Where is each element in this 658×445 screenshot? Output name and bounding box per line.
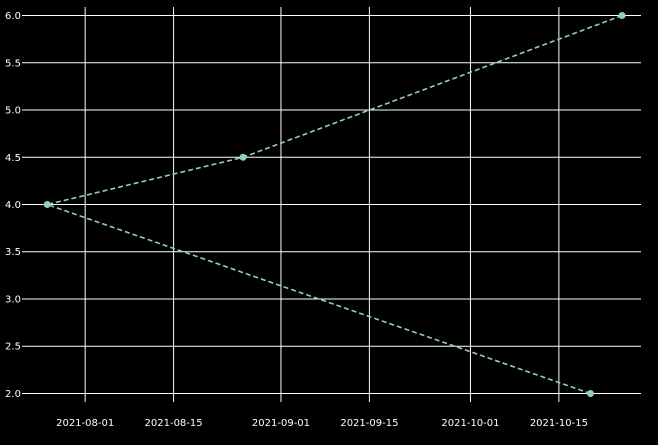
y-tick-label: 5.5 (5, 58, 21, 69)
x-tick-label: 2021-08-15 (145, 418, 203, 429)
x-axis-ticks: 2021-08-01 2021-08-15 2021-09-01 2021-09-15… (56, 418, 588, 429)
x-tick-label: 2021-09-01 (252, 418, 310, 429)
y-tick-label: 2.0 (5, 389, 21, 400)
y-tick-label: 6.0 (5, 11, 21, 22)
x-tick-label: 2021-09-15 (340, 418, 398, 429)
x-tick-label: 2021-10-15 (530, 418, 588, 429)
y-tick-label: 4.5 (5, 153, 21, 164)
grid (22, 7, 641, 402)
y-tick-label: 2.5 (5, 342, 21, 353)
series-line (44, 14, 623, 395)
x-tick-label: 2021-10-01 (441, 418, 499, 429)
y-tick-label: 3.0 (5, 294, 21, 305)
data-point (239, 153, 247, 161)
y-tick-label: 5.0 (5, 106, 21, 117)
y-tick-label: 4.0 (5, 200, 21, 211)
y-tick-label: 3.5 (5, 247, 21, 258)
data-point (618, 12, 626, 20)
y-axis-ticks: 2.0 2.5 3.0 3.5 4.0 4.5 5.0 5.5 6.0 (5, 11, 21, 400)
data-point (43, 201, 51, 208)
series-markers (43, 12, 626, 397)
x-tick-label: 2021-08-01 (56, 418, 114, 429)
data-point (586, 389, 594, 397)
